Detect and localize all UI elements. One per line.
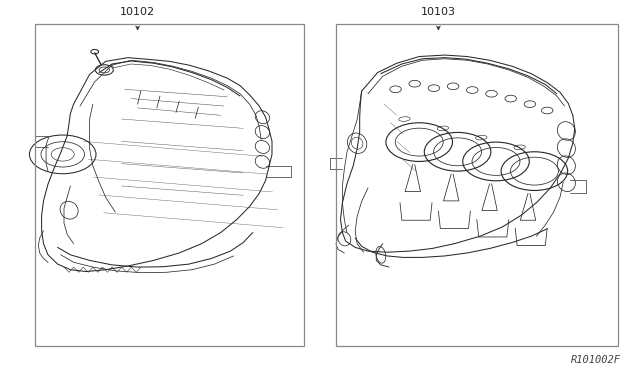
Text: 10102: 10102 bbox=[120, 7, 155, 17]
Text: 10103: 10103 bbox=[421, 7, 456, 17]
Bar bbox=[336, 24, 618, 346]
Text: R101002F: R101002F bbox=[571, 355, 621, 365]
Bar bbox=[35, 24, 304, 346]
